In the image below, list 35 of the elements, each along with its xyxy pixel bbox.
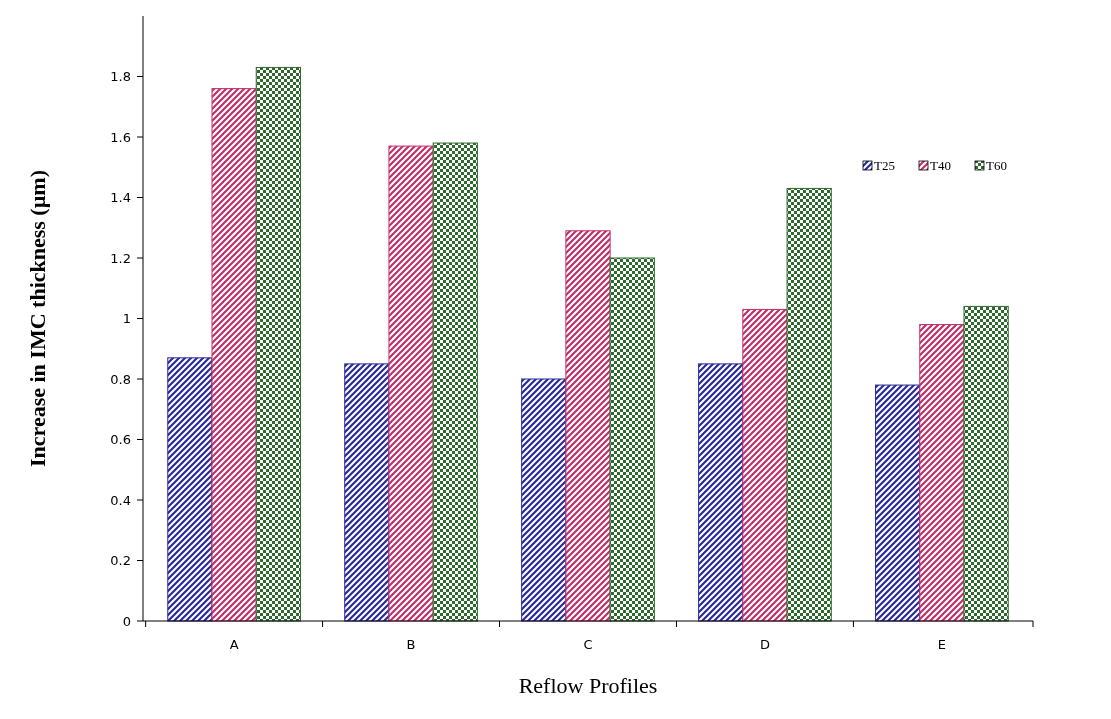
bar xyxy=(255,66,301,622)
bar xyxy=(565,230,611,622)
bar xyxy=(963,305,1009,622)
y-tick-label: 1.6 xyxy=(110,129,131,145)
x-axis-title: Reflow Profiles xyxy=(518,673,658,698)
bar xyxy=(167,357,213,622)
x-tick-label: E xyxy=(937,637,946,652)
bar xyxy=(698,363,744,622)
y-axis-title: Increase in IMC thickness (µm) xyxy=(25,169,50,468)
x-tick-label: B xyxy=(406,637,416,652)
legend-label: T25 xyxy=(874,158,895,173)
bar xyxy=(211,88,257,622)
legend-label: T60 xyxy=(986,158,1007,173)
legend-label: T40 xyxy=(930,158,951,173)
y-tick-label: 0.6 xyxy=(110,432,131,448)
x-tick-label: C xyxy=(583,637,593,652)
bar xyxy=(432,142,478,622)
y-tick-label: 0.4 xyxy=(110,492,131,508)
x-tick-label: D xyxy=(759,637,770,652)
bar xyxy=(742,308,788,622)
x-tick-label: A xyxy=(229,637,239,652)
bar xyxy=(521,378,567,622)
y-tick-label: 1.2 xyxy=(110,250,131,266)
y-tick-label: 0.2 xyxy=(110,553,131,569)
y-tick-label: 0.8 xyxy=(110,371,131,387)
y-tick-label: 1 xyxy=(122,311,131,327)
bar xyxy=(875,384,921,622)
bar xyxy=(609,257,655,622)
bar xyxy=(786,187,832,622)
y-tick-label: 1.8 xyxy=(110,69,131,85)
y-tick-label: 1.4 xyxy=(110,190,131,206)
bar xyxy=(919,324,965,622)
y-tick-label: 0 xyxy=(122,613,131,629)
bar xyxy=(388,145,434,622)
bar xyxy=(344,363,390,622)
